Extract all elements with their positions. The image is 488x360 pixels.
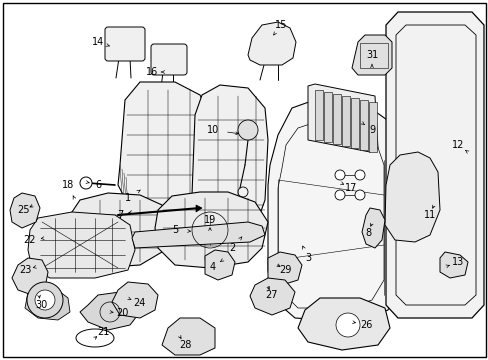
Polygon shape bbox=[361, 208, 384, 248]
Text: 7: 7 bbox=[117, 210, 123, 220]
Polygon shape bbox=[368, 102, 376, 152]
Circle shape bbox=[27, 282, 63, 318]
Text: 1: 1 bbox=[124, 193, 131, 203]
Polygon shape bbox=[385, 12, 483, 318]
Text: 22: 22 bbox=[24, 235, 36, 245]
Text: 13: 13 bbox=[451, 257, 463, 267]
Polygon shape bbox=[384, 152, 439, 242]
Circle shape bbox=[354, 170, 364, 180]
Polygon shape bbox=[350, 98, 358, 148]
FancyBboxPatch shape bbox=[105, 27, 145, 61]
Circle shape bbox=[80, 177, 92, 189]
Text: 18: 18 bbox=[62, 180, 74, 190]
Polygon shape bbox=[249, 278, 294, 315]
Text: 12: 12 bbox=[451, 140, 463, 150]
Polygon shape bbox=[341, 96, 349, 146]
Text: 17: 17 bbox=[344, 183, 356, 193]
Text: 21: 21 bbox=[97, 327, 109, 337]
Text: 16: 16 bbox=[145, 67, 158, 77]
Polygon shape bbox=[307, 84, 377, 152]
Polygon shape bbox=[12, 258, 48, 295]
Text: 6: 6 bbox=[95, 180, 101, 190]
Text: 24: 24 bbox=[133, 298, 145, 308]
Circle shape bbox=[238, 120, 258, 140]
Text: 19: 19 bbox=[203, 215, 216, 225]
Polygon shape bbox=[204, 250, 235, 280]
Text: 11: 11 bbox=[423, 210, 435, 220]
Text: 23: 23 bbox=[19, 265, 31, 275]
Polygon shape bbox=[80, 292, 140, 330]
Circle shape bbox=[35, 290, 55, 310]
Polygon shape bbox=[267, 252, 302, 285]
Bar bbox=[359, 43, 387, 68]
Text: 26: 26 bbox=[359, 320, 371, 330]
FancyBboxPatch shape bbox=[151, 44, 186, 75]
Text: 5: 5 bbox=[171, 225, 178, 235]
Polygon shape bbox=[118, 82, 212, 222]
Text: 30: 30 bbox=[35, 300, 47, 310]
Polygon shape bbox=[25, 285, 70, 320]
Polygon shape bbox=[10, 193, 40, 228]
Text: 31: 31 bbox=[365, 50, 377, 60]
Circle shape bbox=[334, 190, 345, 200]
Text: 2: 2 bbox=[228, 243, 235, 253]
Polygon shape bbox=[332, 94, 340, 144]
Circle shape bbox=[354, 190, 364, 200]
Circle shape bbox=[335, 313, 359, 337]
Text: 14: 14 bbox=[92, 37, 104, 47]
Polygon shape bbox=[132, 222, 264, 248]
Text: 20: 20 bbox=[116, 308, 128, 318]
Polygon shape bbox=[192, 85, 267, 238]
Text: 29: 29 bbox=[278, 265, 290, 275]
Polygon shape bbox=[162, 318, 215, 355]
Ellipse shape bbox=[76, 329, 114, 347]
Polygon shape bbox=[267, 98, 399, 322]
Text: 28: 28 bbox=[179, 340, 191, 350]
Polygon shape bbox=[247, 22, 295, 65]
Text: 3: 3 bbox=[305, 253, 310, 263]
Text: 27: 27 bbox=[264, 290, 277, 300]
Text: 15: 15 bbox=[274, 20, 286, 30]
Polygon shape bbox=[439, 252, 467, 278]
Text: 4: 4 bbox=[209, 262, 216, 272]
Text: 8: 8 bbox=[364, 228, 370, 238]
Polygon shape bbox=[155, 192, 267, 268]
Polygon shape bbox=[351, 35, 391, 75]
Circle shape bbox=[334, 170, 345, 180]
Text: 9: 9 bbox=[368, 125, 374, 135]
Polygon shape bbox=[297, 298, 389, 350]
Text: 10: 10 bbox=[206, 125, 219, 135]
Polygon shape bbox=[62, 193, 168, 268]
Polygon shape bbox=[314, 90, 323, 140]
Polygon shape bbox=[359, 100, 367, 150]
Polygon shape bbox=[28, 212, 135, 278]
Polygon shape bbox=[112, 282, 158, 318]
Polygon shape bbox=[324, 92, 331, 142]
Text: 25: 25 bbox=[18, 205, 30, 215]
Polygon shape bbox=[196, 205, 202, 212]
